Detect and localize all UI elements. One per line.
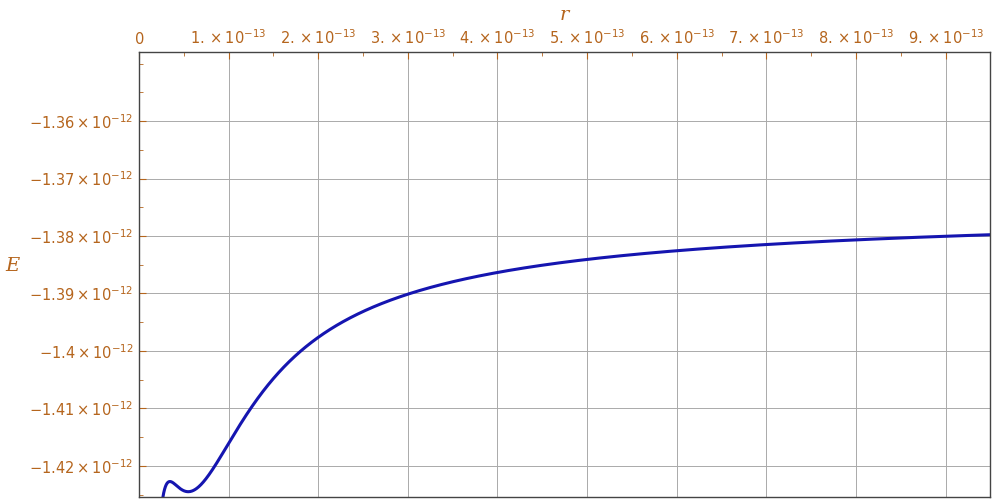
X-axis label: r: r (560, 6, 570, 24)
Y-axis label: E: E (6, 257, 20, 275)
